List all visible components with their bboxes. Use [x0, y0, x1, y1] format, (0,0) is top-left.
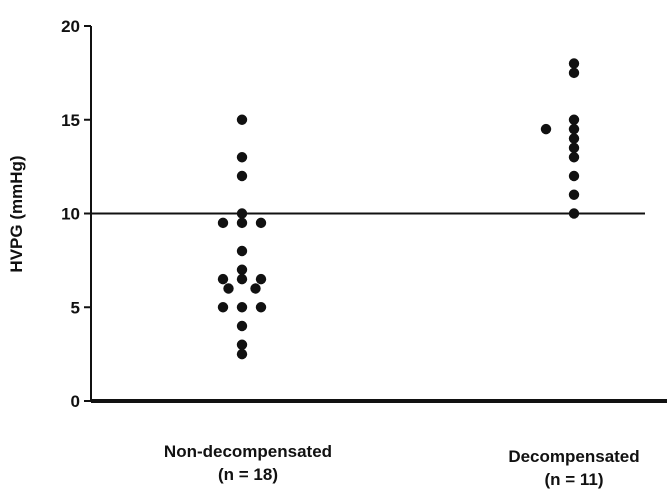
data-point	[236, 302, 248, 313]
category-labels: Non-decompensated (n = 18) Decompensated (n…	[164, 442, 640, 489]
data-point	[568, 114, 580, 125]
data-point	[568, 170, 580, 182]
data-point	[568, 152, 580, 163]
data-point	[540, 123, 552, 135]
y-tick-label: 0	[71, 392, 80, 411]
data-point	[568, 123, 580, 135]
y-ticks: 0 5 10 15 20	[61, 17, 91, 411]
data-point	[223, 283, 234, 294]
data-point	[236, 339, 248, 350]
category-label: Non-decompensated	[164, 442, 332, 461]
data-points	[217, 58, 580, 360]
data-point	[250, 283, 261, 294]
data-point	[255, 302, 267, 313]
data-point	[236, 348, 248, 360]
data-point	[236, 217, 248, 229]
category-label: Decompensated	[508, 447, 639, 466]
data-point	[255, 217, 267, 229]
axes	[90, 26, 667, 403]
category-sublabel: (n = 18)	[218, 465, 278, 484]
data-point	[236, 152, 248, 163]
data-point	[568, 142, 580, 154]
data-point	[217, 217, 229, 229]
y-tick-label: 5	[71, 298, 80, 317]
y-axis-title: HVPG (mmHg)	[7, 155, 26, 272]
data-point	[236, 245, 248, 257]
data-point	[568, 67, 580, 79]
y-tick-label: 15	[61, 111, 80, 130]
y-tick-label: 10	[61, 205, 80, 224]
data-point	[217, 273, 229, 285]
y-tick-label: 20	[61, 17, 80, 36]
data-point	[236, 114, 248, 125]
data-point	[236, 320, 248, 332]
data-point	[236, 170, 248, 182]
category-sublabel: (n = 11)	[544, 470, 603, 489]
data-point	[568, 58, 580, 69]
data-point	[217, 302, 229, 313]
data-point	[236, 264, 248, 275]
data-point	[255, 273, 267, 285]
data-point	[568, 189, 580, 200]
data-point	[236, 273, 248, 285]
data-point	[568, 133, 580, 144]
data-point	[568, 208, 580, 219]
data-point	[236, 208, 248, 219]
